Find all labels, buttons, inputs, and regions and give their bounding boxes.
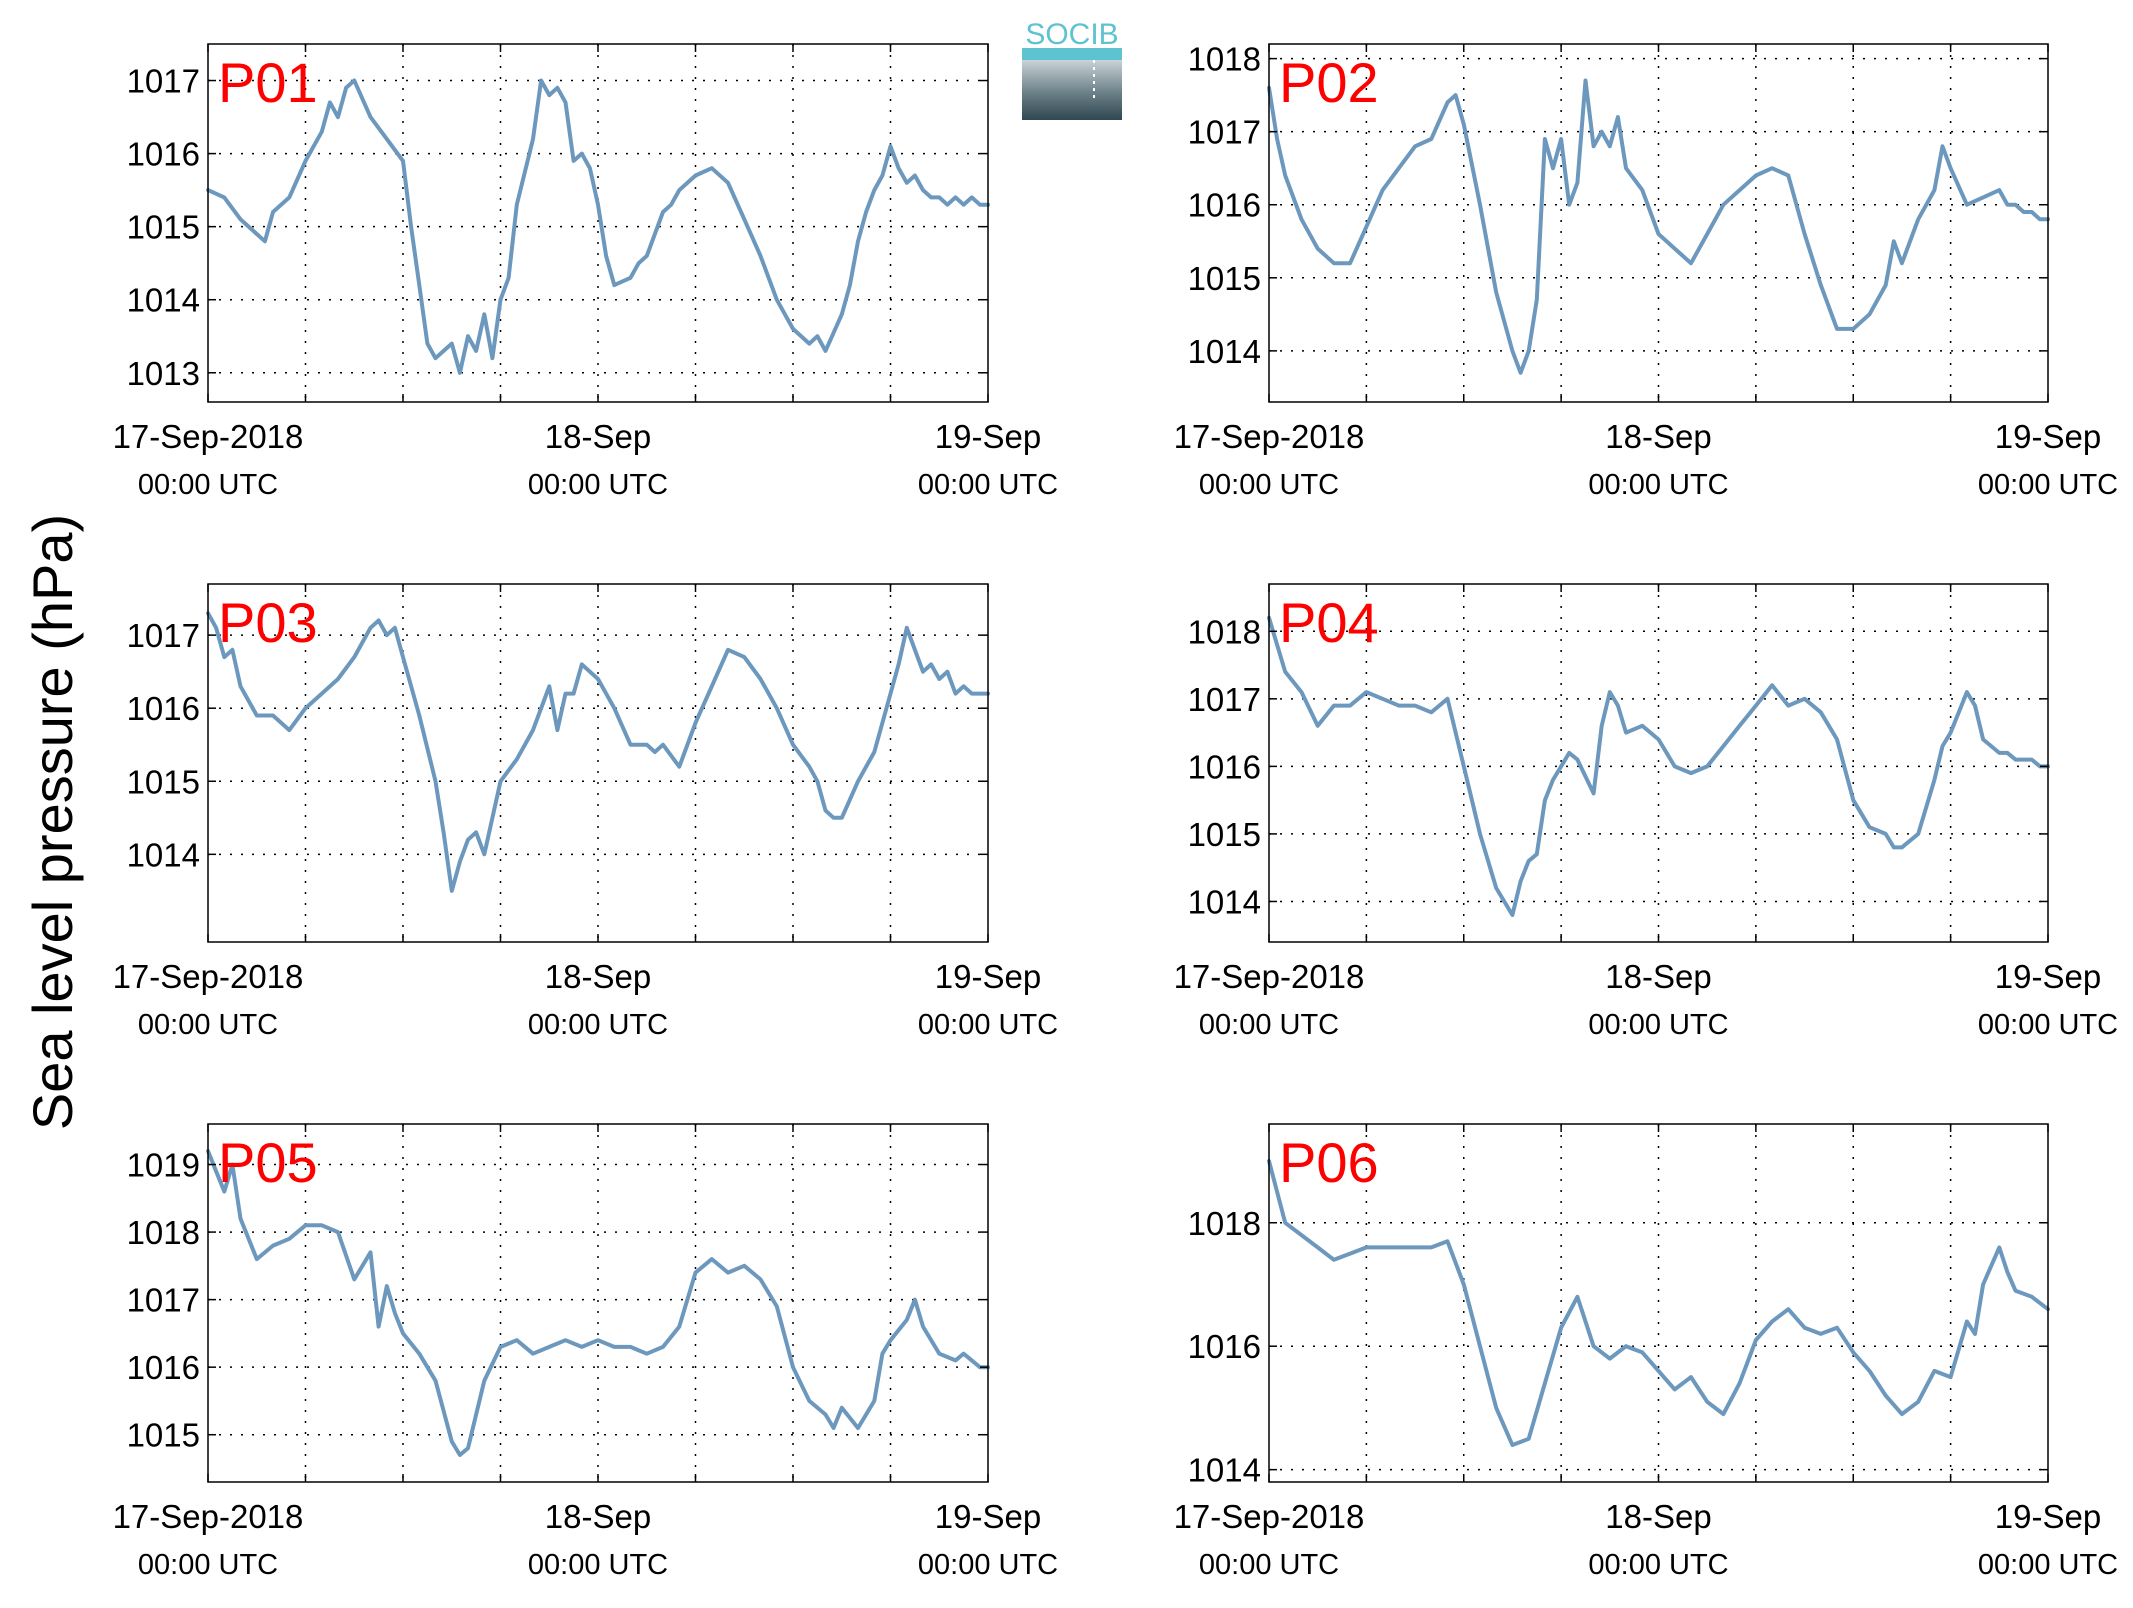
y-tick-label: 1014 [1188,1452,1261,1489]
y-tick-label: 1015 [1188,816,1261,853]
panel-p03: 1014 1015 1016 1017 17-Sep-2018 00:00 UTC 18-S… [113,583,1058,1041]
y-tick-label: 1016 [127,690,200,727]
x-tick-label: 17-Sep-2018 [113,958,304,995]
x-tick-label: 19-Sep [935,418,1041,455]
series-line [206,611,990,893]
socib-logo-text: SOCIB [1025,18,1118,51]
x-tick-sublabel: 00:00 UTC [1978,1009,2118,1041]
y-tick-label: 1017 [127,617,200,654]
x-tick-label: 19-Sep [1995,418,2101,455]
axes-frame [1268,1123,2049,1483]
y-tick-label: 1016 [127,1349,200,1386]
y-tick-label: 1019 [127,1147,200,1184]
axes-frame [1268,583,2049,943]
y-tick-label: 1014 [1188,883,1261,920]
y-tick-label: 1015 [127,763,200,800]
x-tick-label: 19-Sep [935,1498,1041,1535]
x-tick-sublabel: 00:00 UTC [528,469,668,501]
x-tick-label: 18-Sep [545,958,651,995]
panel-label: P04 [1279,591,1379,654]
panel-p02: 1014 1015 1016 1017 1018 17-Sep-2018 00:00 UTC… [1174,41,2119,501]
panel-label: P03 [218,591,318,654]
panel-p06: 1014 1016 1018 17-Sep-2018 00:00 UTC 18-Sep 00… [1174,1123,2118,1581]
panel-label: P02 [1279,51,1379,114]
x-tick-label: 17-Sep-2018 [1174,418,1365,455]
panel-label: P01 [218,51,318,114]
y-tick-label: 1014 [127,836,200,873]
x-tick-sublabel: 00:00 UTC [528,1009,668,1041]
axes-frame [1268,43,2049,403]
panel-label: P05 [218,1131,318,1194]
y-tick-label: 1017 [1188,114,1261,151]
axes-frame [207,583,989,943]
x-tick-sublabel: 00:00 UTC [528,1549,668,1581]
panel-p05: 1015 1016 1017 1018 1019 17-Sep-2018 00:00 UTC… [113,1123,1058,1581]
panel-p04: 1014 1015 1016 1017 1018 17-Sep-2018 00:00 UTC… [1174,583,2118,1041]
series-line [1267,615,2050,917]
x-tick-label: 17-Sep-2018 [113,418,304,455]
x-tick-label: 18-Sep [1605,1498,1711,1535]
x-tick-label: 19-Sep [935,958,1041,995]
socib-logo: SOCIB [1022,18,1122,120]
series-line [206,78,990,375]
x-tick-sublabel: 00:00 UTC [1978,1549,2118,1581]
x-tick-sublabel: 00:00 UTC [1199,1009,1339,1041]
x-tick-sublabel: 00:00 UTC [138,1549,278,1581]
y-tick-label: 1015 [127,209,200,246]
y-tick-label: 1018 [1188,1205,1261,1242]
x-tick-label: 18-Sep [1605,958,1711,995]
x-tick-sublabel: 00:00 UTC [1588,1549,1728,1581]
y-tick-label: 1018 [1188,613,1261,650]
y-tick-label: 1016 [1188,748,1261,785]
y-tick-label: 1018 [127,1214,200,1251]
series-line [1267,1159,2050,1447]
y-tick-label: 1013 [127,355,200,392]
panel-label: P06 [1279,1131,1379,1194]
panels-group: 1013 1014 1015 1016 1017 17-Sep-2018 00:00 UTC… [113,41,2119,1581]
y-tick-label: 1018 [1188,41,1261,78]
socib-logo-block [1022,60,1122,120]
x-tick-sublabel: 00:00 UTC [138,469,278,501]
x-tick-label: 18-Sep [1605,418,1711,455]
x-tick-label: 17-Sep-2018 [1174,958,1365,995]
y-tick-label: 1016 [127,136,200,173]
y-tick-label: 1016 [1188,187,1261,224]
x-tick-sublabel: 00:00 UTC [138,1009,278,1041]
x-tick-label: 18-Sep [545,418,651,455]
x-tick-sublabel: 00:00 UTC [1588,469,1728,501]
x-tick-sublabel: 00:00 UTC [1199,469,1339,501]
x-tick-label: 17-Sep-2018 [1174,1498,1365,1535]
series-line [206,1149,990,1457]
x-tick-sublabel: 00:00 UTC [1978,469,2118,501]
x-tick-sublabel: 00:00 UTC [918,1009,1058,1041]
x-tick-sublabel: 00:00 UTC [1199,1549,1339,1581]
x-tick-sublabel: 00:00 UTC [918,469,1058,501]
x-tick-sublabel: 00:00 UTC [918,1549,1058,1581]
x-tick-label: 18-Sep [545,1498,651,1535]
y-tick-label: 1017 [127,1282,200,1319]
x-tick-sublabel: 00:00 UTC [1588,1009,1728,1041]
y-tick-label: 1014 [127,282,200,319]
series-line [1267,78,2050,375]
x-tick-label: 19-Sep [1995,1498,2101,1535]
socib-logo-wave [1022,48,1122,60]
y-tick-label: 1017 [1188,681,1261,718]
x-tick-label: 17-Sep-2018 [113,1498,304,1535]
axes-frame [207,1123,989,1483]
axes-frame [207,43,989,403]
y-tick-label: 1015 [1188,260,1261,297]
y-tick-label: 1017 [127,63,200,100]
y-tick-label: 1014 [1188,333,1261,370]
y-tick-label: 1015 [127,1417,200,1454]
y-tick-label: 1016 [1188,1328,1261,1365]
x-tick-label: 19-Sep [1995,958,2101,995]
panel-p01: 1013 1014 1015 1016 1017 17-Sep-2018 00:00 UTC… [113,43,1058,501]
y-axis-label: Sea level pressure (hPa) [21,514,84,1130]
